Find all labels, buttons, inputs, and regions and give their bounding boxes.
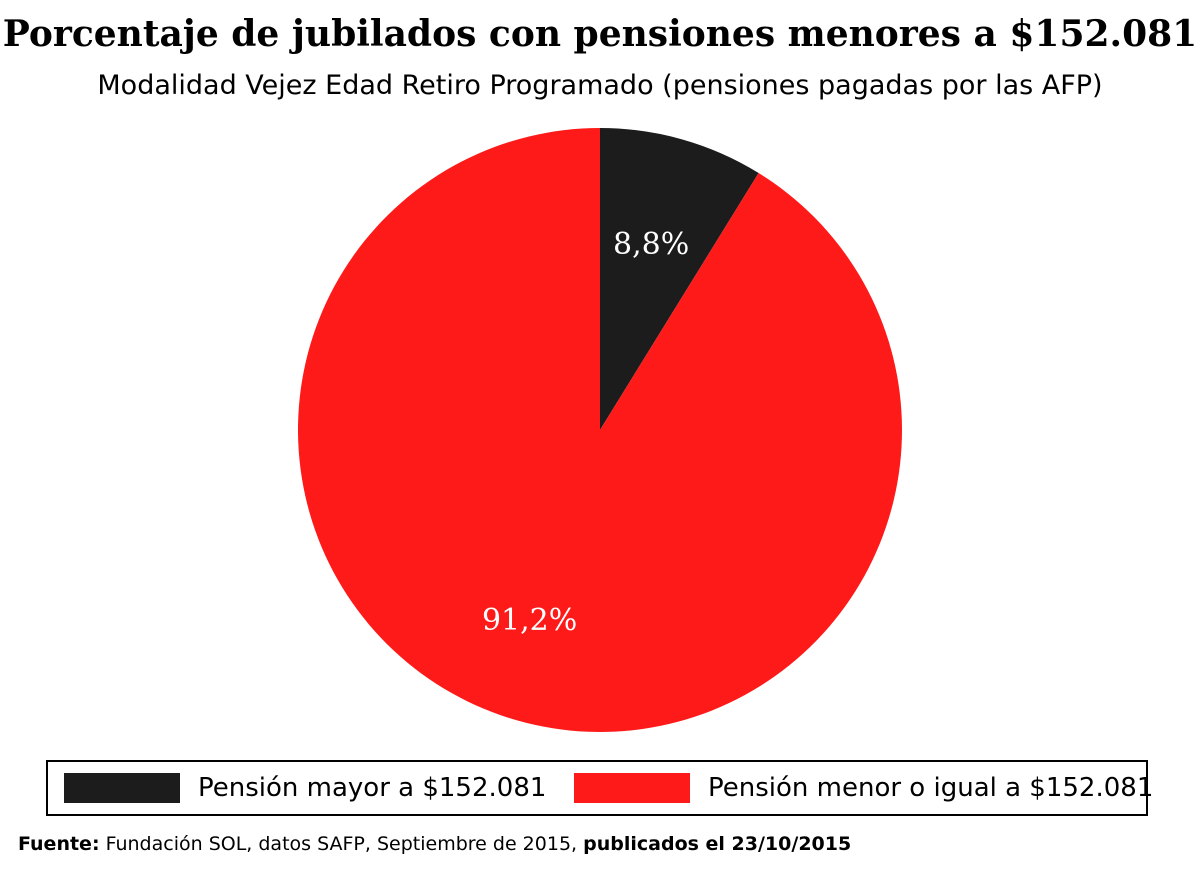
legend-swatch-menor <box>574 773 690 803</box>
legend-label-menor: Pensión menor o igual a $152.081 <box>708 773 1154 803</box>
data-label-menor: 91,2% <box>482 603 577 638</box>
source-label: Fuente: <box>18 833 100 855</box>
chart-legend: Pensión mayor a $152.081 Pensión menor o… <box>46 760 1153 816</box>
chart-title: Porcentaje de jubilados con pensiones me… <box>2 13 1198 55</box>
chart-subtitle: Modalidad Vejez Edad Retiro Programado (… <box>97 70 1103 101</box>
source-published: publicados el 23/10/2015 <box>583 833 852 855</box>
source-text: Fundación SOL, datos SAFP, Septiembre de… <box>99 833 584 855</box>
source-note: Fuente: Fundación SOL, datos SAFP, Septi… <box>18 830 851 858</box>
legend-item-menor: Pensión menor o igual a $152.081 <box>574 762 1153 814</box>
data-label-mayor: 8,8% <box>613 227 689 262</box>
pie-slice-menor <box>297 128 902 732</box>
legend-label-mayor: Pensión mayor a $152.081 <box>198 773 547 803</box>
legend-item-mayor: Pensión mayor a $152.081 <box>64 762 546 814</box>
pie-slice-mayor <box>600 128 759 430</box>
legend-swatch-mayor <box>64 773 180 803</box>
